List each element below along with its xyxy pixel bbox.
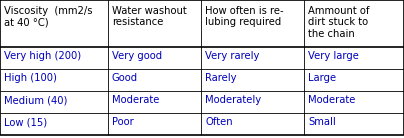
Text: Poor: Poor	[112, 117, 134, 127]
Text: How often is re-
lubing required: How often is re- lubing required	[205, 6, 284, 27]
Text: Medium (40): Medium (40)	[4, 95, 67, 105]
Bar	[201, 0, 304, 47]
Text: Moderate: Moderate	[308, 95, 356, 105]
Bar	[108, 91, 201, 113]
Bar	[0, 0, 108, 47]
Text: Small: Small	[308, 117, 336, 127]
Text: Very good: Very good	[112, 51, 162, 61]
Text: Moderate: Moderate	[112, 95, 159, 105]
Bar	[304, 91, 404, 113]
Bar	[108, 0, 201, 47]
Bar	[304, 113, 404, 135]
Bar	[304, 47, 404, 69]
Text: Good: Good	[112, 73, 138, 83]
Text: Often: Often	[205, 117, 233, 127]
Bar	[201, 91, 304, 113]
Text: Water washout
resistance: Water washout resistance	[112, 6, 187, 27]
Bar	[201, 47, 304, 69]
Bar	[108, 113, 201, 135]
Text: Low (15): Low (15)	[4, 117, 47, 127]
Text: Large: Large	[308, 73, 336, 83]
Bar	[108, 47, 201, 69]
Text: Moderately: Moderately	[205, 95, 261, 105]
Text: Viscosity  (mm2/s
at 40 °C): Viscosity (mm2/s at 40 °C)	[4, 6, 93, 27]
Text: High (100): High (100)	[4, 73, 57, 83]
Text: Ammount of
dirt stuck to
the chain: Ammount of dirt stuck to the chain	[308, 6, 370, 39]
Bar	[0, 113, 108, 135]
Bar	[108, 69, 201, 91]
Bar	[0, 91, 108, 113]
Bar	[201, 113, 304, 135]
Bar	[0, 69, 108, 91]
Bar	[304, 69, 404, 91]
Text: Very high (200): Very high (200)	[4, 51, 81, 61]
Bar	[201, 69, 304, 91]
Bar	[0, 47, 108, 69]
Text: Very large: Very large	[308, 51, 359, 61]
Text: Very rarely: Very rarely	[205, 51, 259, 61]
Bar	[304, 0, 404, 47]
Text: Rarely: Rarely	[205, 73, 236, 83]
